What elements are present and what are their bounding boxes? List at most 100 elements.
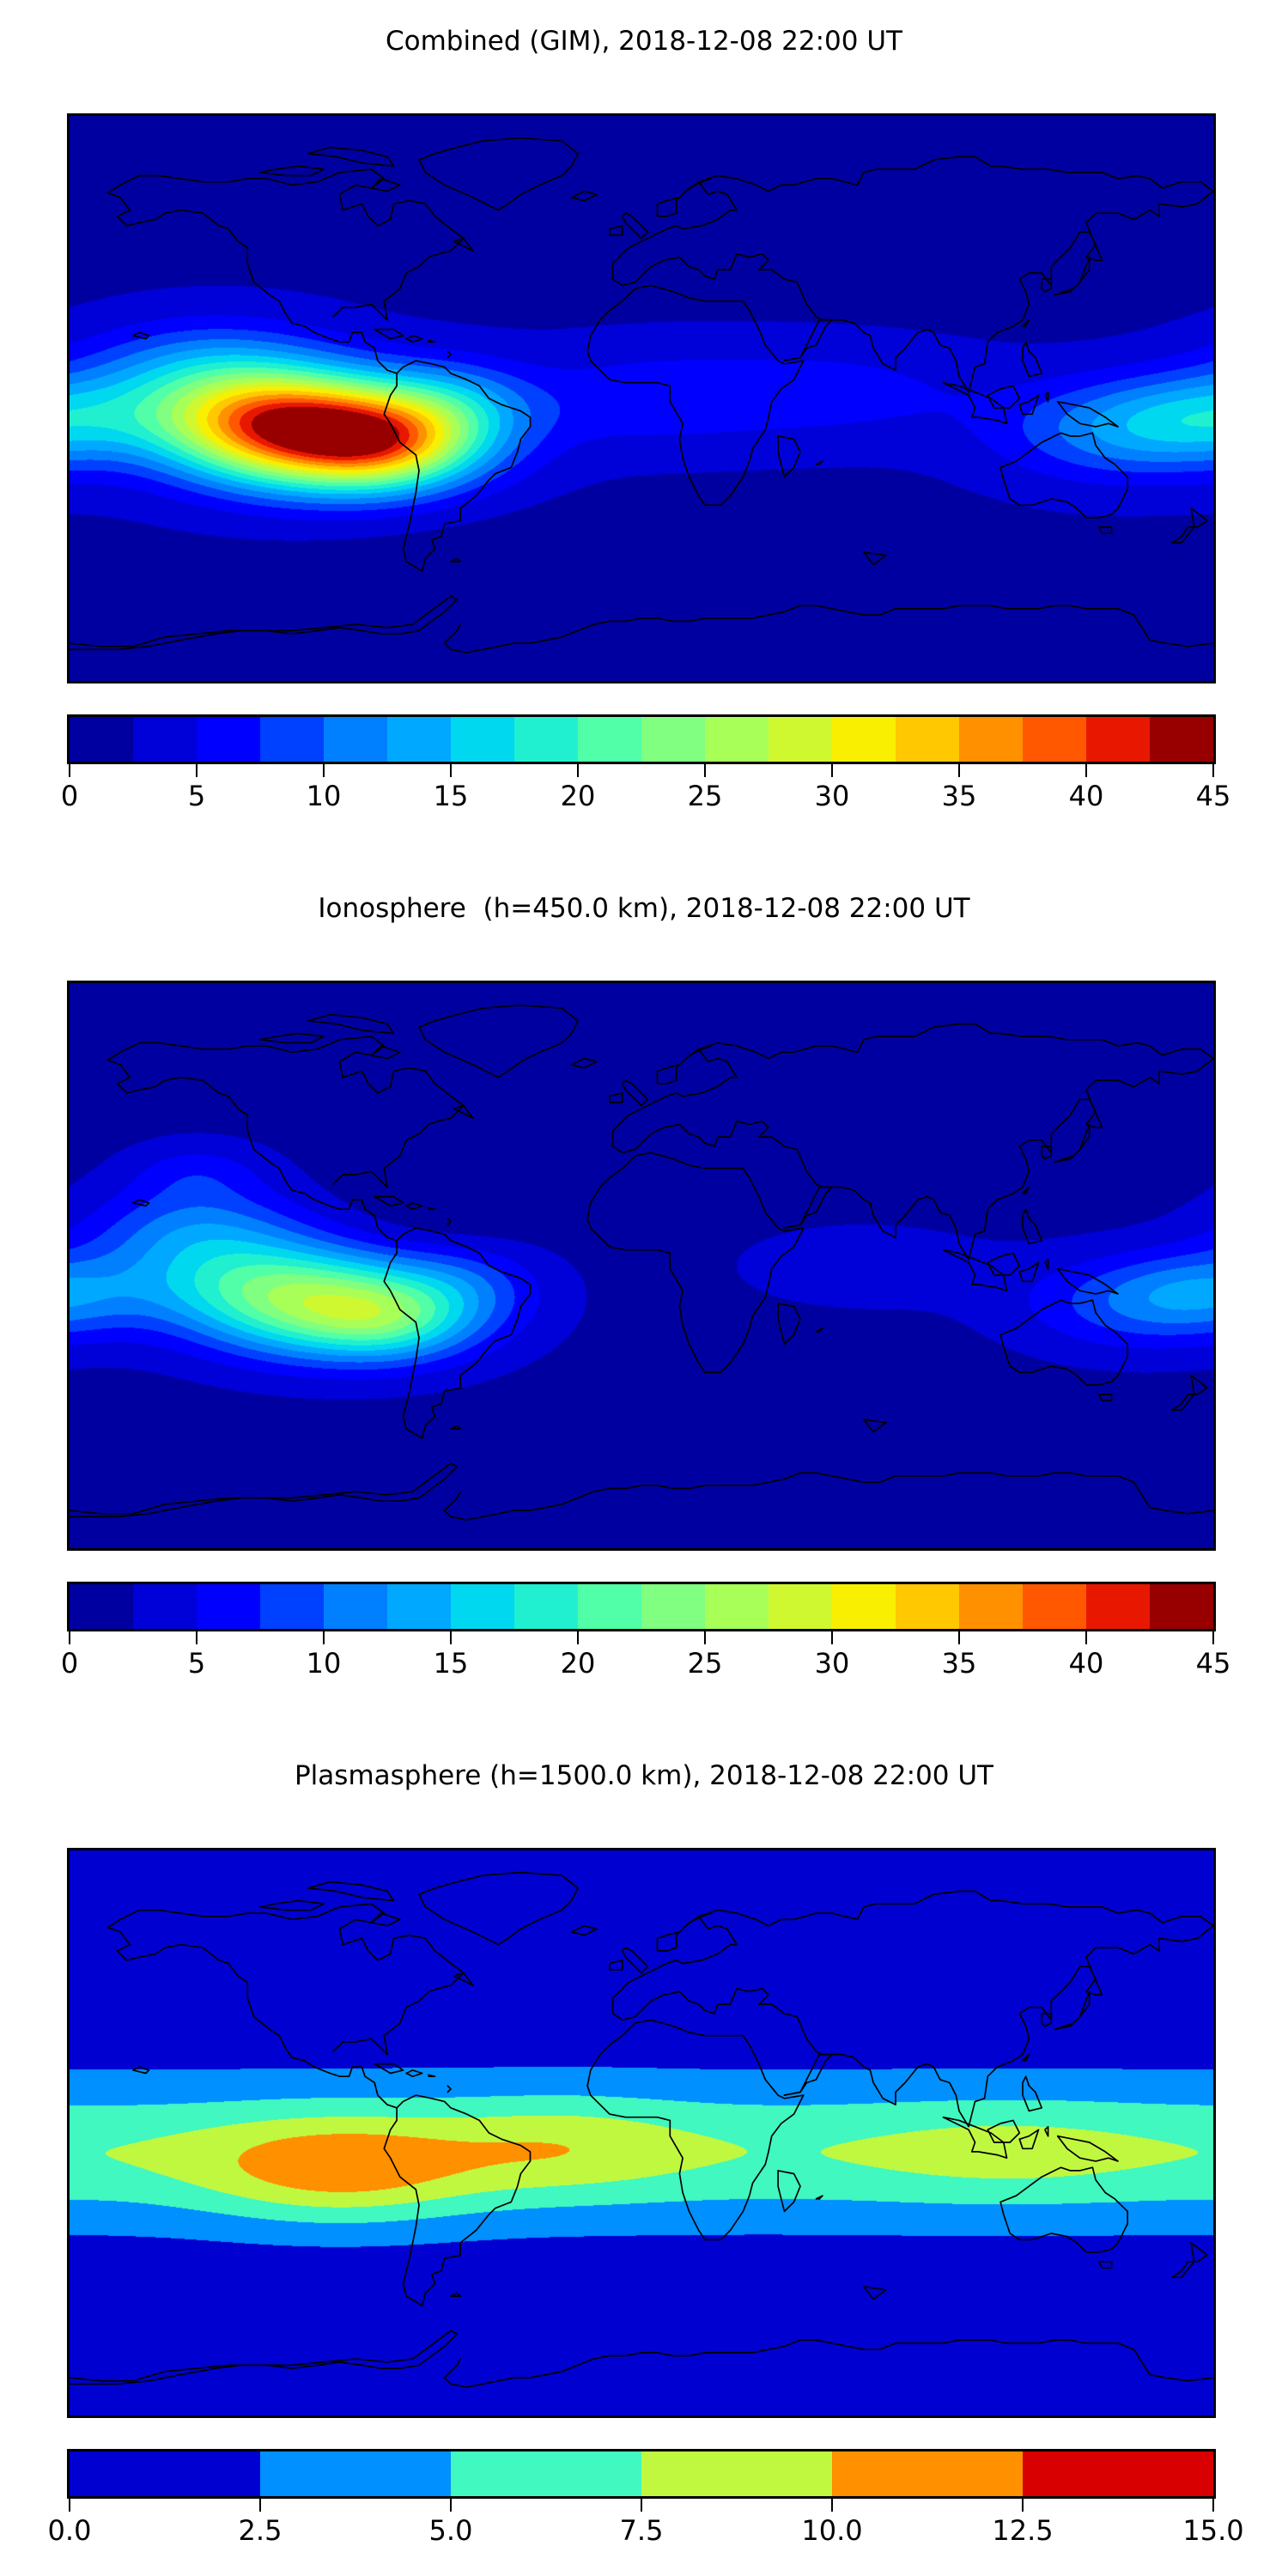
coastline-path <box>1041 1145 1053 1160</box>
coastline-path <box>70 595 459 651</box>
colorbar-band-2 <box>451 2451 641 2496</box>
coastline-path <box>450 557 461 562</box>
coastline-path <box>777 1303 801 1346</box>
coastline-path <box>405 2069 423 2078</box>
coastline-path <box>987 1252 1021 1276</box>
coastline-path <box>611 155 1213 264</box>
colorbar-tick <box>450 2499 452 2512</box>
contour-field <box>70 116 1213 681</box>
coastline-path <box>1022 319 1030 327</box>
colorbar-tick <box>1212 1631 1214 1644</box>
colorbar-tick-label: 0 <box>60 1647 79 1680</box>
coastline-path <box>570 1057 598 1069</box>
coastline-path <box>132 1199 150 1207</box>
coastline-path <box>1022 1208 1043 1245</box>
colorbar-tick <box>1022 2499 1024 2512</box>
colorbar-tick-label: 15 <box>433 1647 469 1680</box>
colorbar-tick-label: 20 <box>560 780 596 812</box>
colorbar-band-11 <box>769 717 832 762</box>
colorbar-band-3 <box>641 2451 832 2496</box>
colorbar-band-1 <box>260 2451 451 2496</box>
coastline-path <box>611 1120 833 1229</box>
colorbar-tick <box>577 764 579 777</box>
colorbar-band-10 <box>705 717 769 762</box>
coastline-path <box>783 1057 1213 1261</box>
colorbar-tick <box>1085 1631 1087 1644</box>
coastline-path <box>1056 1267 1119 1295</box>
colorbar-ticks-ionosphere <box>67 1631 1216 1647</box>
colorbar-group-plasmasphere: 0.0 2.5 5.0 7.5 10.0 12.5 15.0 <box>48 2449 1244 2550</box>
colorbar-band-7 <box>514 1584 578 1629</box>
coastline-path <box>609 1092 623 1103</box>
coastline-path <box>370 1912 401 1927</box>
coastline-path <box>942 2116 1008 2160</box>
coastline-path <box>443 1472 1213 1521</box>
colorbar-band-3 <box>260 717 324 762</box>
coastline-path <box>106 191 398 374</box>
coastline-path <box>1044 1258 1049 1270</box>
coastline-path <box>987 385 1021 409</box>
colorbar-band-6 <box>451 1584 514 1629</box>
coastline-path <box>405 335 423 343</box>
coastline-path <box>443 2339 1213 2388</box>
colorbar-tick <box>69 1631 70 1644</box>
coastline-path <box>1056 2135 1119 2162</box>
coastline-path <box>418 1871 579 1946</box>
colorbar-band-12 <box>832 717 896 762</box>
panel-title-plasmasphere: Plasmasphere (h=1500.0 km), 2018-12-08 2… <box>294 1760 993 1791</box>
coastline-path <box>374 328 404 340</box>
colorbar-band-10 <box>705 1584 769 1629</box>
coastline-path <box>777 435 801 478</box>
colorbar-group-combined: 0 5 10 15 20 25 30 35 40 45 <box>61 714 1230 816</box>
colorbar-tick-label: 5.0 <box>428 2514 473 2547</box>
coastline-path <box>1022 341 1043 378</box>
colorbar-tick-label: 30 <box>814 1647 850 1680</box>
coastline-path <box>1171 507 1208 544</box>
colorbar-band-8 <box>578 717 641 762</box>
coastline-path <box>453 1971 474 1987</box>
coastline-path <box>611 1890 1213 1999</box>
colorbar-band-15 <box>1023 717 1086 762</box>
coastline-path <box>777 2170 801 2213</box>
map-ionosphere <box>67 981 1216 1551</box>
colorbar-tick-label: 45 <box>1195 780 1231 812</box>
coastline-path <box>783 190 1213 393</box>
colorbar-tick <box>704 764 706 777</box>
colorbar-tick <box>196 764 197 777</box>
coastline-path <box>1041 278 1053 293</box>
colorbar-tick <box>1212 2499 1214 2512</box>
coastline-path <box>374 2063 404 2075</box>
colorbar-band-13 <box>896 1584 959 1629</box>
colorbar-tick-label: 30 <box>814 780 850 812</box>
coastline-path <box>1018 1261 1040 1283</box>
coastline-path <box>1018 394 1040 416</box>
coastline-path <box>443 605 1213 653</box>
coastline-path <box>447 350 452 359</box>
coastline-path <box>450 2292 461 2297</box>
coastline-path <box>307 1880 395 1902</box>
coastline-path <box>106 1036 465 1188</box>
colorbar-ionosphere <box>67 1582 1216 1631</box>
coastline-path <box>942 381 1008 425</box>
colorbar-band-12 <box>832 1584 896 1629</box>
colorbar-band-4 <box>324 1584 387 1629</box>
contour-field <box>70 1850 1213 2415</box>
colorbar-tick <box>196 1631 197 1644</box>
colorbar-band-1 <box>133 717 197 762</box>
coastline-path <box>132 331 150 340</box>
coastline-path <box>586 284 805 507</box>
coastline-path <box>942 1249 1008 1292</box>
coastline-path <box>656 178 713 217</box>
colorbar-tick <box>831 1631 833 1644</box>
colorbar-combined <box>67 714 1216 764</box>
colorbar-tick-label: 20 <box>560 1647 596 1680</box>
coastline-path <box>106 1926 398 2109</box>
colorbar-tick-label: 2.5 <box>238 2514 283 2547</box>
coastline-path <box>863 1419 887 1433</box>
colorbar-tick-label: 40 <box>1068 1647 1104 1680</box>
coastline-path <box>1022 2053 1030 2062</box>
colorbar-tick-label: 25 <box>687 1647 723 1680</box>
colorbar-tick-label: 35 <box>941 780 977 812</box>
coastline-path <box>1171 1375 1208 1412</box>
